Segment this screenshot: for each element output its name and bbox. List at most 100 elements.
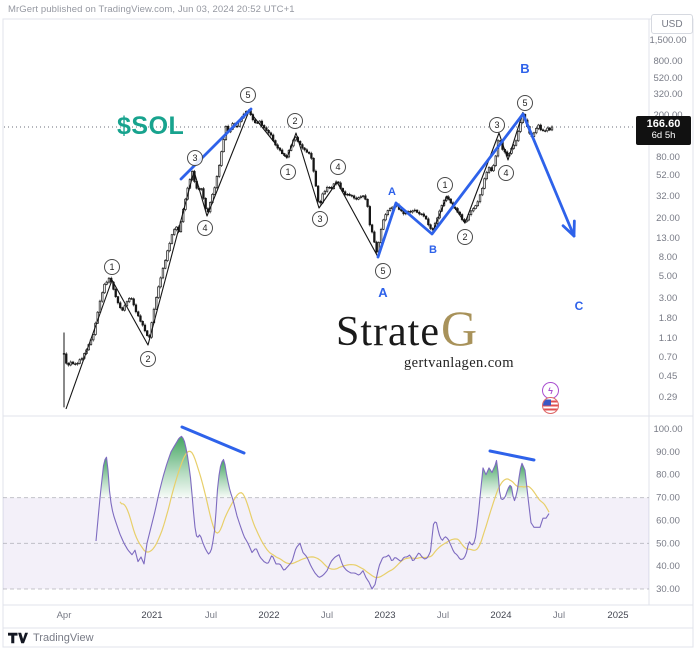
- candle-body: [116, 296, 120, 304]
- rsi-axis[interactable]: 100.00 90.00 80.00 70.00 60.00 50.00 40.00 30.0…: [653, 424, 682, 595]
- time-tick-label: Jul: [321, 610, 333, 621]
- wave-circle-label[interactable]: 3: [312, 211, 328, 227]
- candle-body: [343, 191, 347, 196]
- wave-circle-label[interactable]: 5: [517, 95, 533, 111]
- price-tick-label: 13.00: [656, 233, 680, 244]
- price-tick-label: 3.00: [659, 293, 678, 304]
- wave-circle-label[interactable]: 3: [187, 150, 203, 166]
- candle-body: [469, 210, 473, 215]
- time-tick-label: 2021: [141, 610, 162, 621]
- candle-body: [301, 144, 304, 149]
- candle-body: [492, 165, 495, 172]
- candle-body: [420, 213, 423, 215]
- wave-circle-label[interactable]: 4: [197, 220, 213, 236]
- rsi-overbought-fill: [158, 436, 192, 498]
- blue-abc-zigzag[interactable]: [376, 112, 525, 259]
- candle-body: [512, 144, 515, 149]
- wave-circle-label[interactable]: 1: [104, 259, 120, 275]
- rsi-tick-label: 60.00: [656, 515, 680, 526]
- wave-circle-label[interactable]: 4: [330, 159, 346, 175]
- wave-circle: [437, 177, 453, 193]
- wave-circle-label[interactable]: 5: [375, 263, 391, 279]
- candle-body: [267, 130, 270, 134]
- wave-circle: [312, 211, 328, 227]
- candle-body: [476, 201, 479, 207]
- chart-frame: [2, 18, 694, 648]
- elliott-pivot-zigzag[interactable]: [65, 110, 524, 410]
- price-tick-label: 200.00: [653, 110, 682, 121]
- candle-body: [305, 149, 309, 153]
- wave-circle-label[interactable]: 2: [287, 113, 303, 129]
- elliott-wave-labels[interactable]: 1 2 3 4 5 1 2 3 4 5 1 2 3 4 5: [104, 87, 533, 367]
- currency-toggle-button[interactable]: USD: [651, 14, 693, 34]
- wave-circle-label[interactable]: 3: [489, 117, 505, 133]
- candle-body: [357, 197, 360, 200]
- candle-body: [262, 125, 266, 129]
- rsi-overbought-fill: [480, 460, 500, 498]
- wave-circle: [104, 259, 120, 275]
- candle-body: [200, 188, 203, 190]
- candle-body: [258, 120, 261, 124]
- wave-circle-label[interactable]: 2: [140, 351, 156, 367]
- candle-body: [134, 304, 138, 313]
- candle-body: [494, 155, 497, 166]
- candle-body: [548, 127, 551, 131]
- candle-body: [517, 131, 520, 142]
- wave-circle-label[interactable]: 1: [280, 164, 296, 180]
- candle-body: [137, 311, 140, 317]
- candle-body: [164, 260, 167, 269]
- candle-body: [366, 198, 369, 207]
- rsi-divergence-trendline[interactable]: [180, 425, 246, 455]
- symbol-label[interactable]: $SOL: [117, 112, 185, 140]
- candle-body: [67, 362, 70, 366]
- price-tick-label: 1.80: [659, 313, 678, 324]
- blue-arrowhead: [561, 224, 576, 238]
- blue-drawings[interactable]: [179, 107, 576, 259]
- candle-body: [379, 228, 383, 243]
- wave-circle: [330, 159, 346, 175]
- abc-wave-labels[interactable]: A B A B C: [378, 61, 583, 313]
- rsi-divergence-trendline[interactable]: [488, 449, 536, 462]
- price-axis[interactable]: 1,500.00 800.00 520.00 320.00 200.00 80.00 52.…: [650, 35, 687, 403]
- candle-body: [303, 147, 306, 151]
- wave-number: 1: [285, 167, 290, 177]
- blue-projection-arrow[interactable]: [521, 112, 576, 238]
- rsi-tick-label: 70.00: [656, 493, 680, 504]
- wave-circle-label[interactable]: 4: [498, 165, 514, 181]
- rsi-pane[interactable]: [3, 425, 649, 590]
- wave-circle-label[interactable]: 1: [437, 177, 453, 193]
- candle-body: [472, 208, 475, 212]
- abc-label: B: [429, 244, 437, 256]
- us-flag-icon[interactable]: [542, 397, 559, 414]
- candle-body: [519, 122, 522, 132]
- wave-number: 4: [335, 162, 340, 172]
- candle-body: [265, 127, 268, 131]
- wave-circle-label[interactable]: 5: [240, 87, 256, 103]
- candle-body: [161, 267, 165, 279]
- price-tick-label: 520.00: [653, 73, 682, 84]
- wave-number: 2: [292, 116, 297, 126]
- tradingview-logo-icon[interactable]: [8, 631, 28, 645]
- time-axis[interactable]: Apr 2021 Jul 2022 Jul 2023 Jul 2024 Jul 2025: [57, 610, 629, 621]
- candle-body: [220, 151, 223, 166]
- candle-body: [103, 283, 106, 294]
- candle-body: [485, 171, 488, 180]
- time-tick-label: Jul: [205, 610, 217, 621]
- candle-body: [105, 281, 108, 285]
- candle-body: [78, 359, 81, 364]
- candle-body: [427, 218, 430, 226]
- wave-circle-label[interactable]: 2: [457, 229, 473, 245]
- candle-body: [478, 194, 482, 203]
- candle-body: [328, 186, 331, 189]
- tradingview-logo-text[interactable]: TradingView: [33, 632, 94, 644]
- time-tick-label: 2024: [490, 610, 511, 621]
- rsi-tick-label: 80.00: [656, 470, 680, 481]
- blue-trendline-3-to-5[interactable]: [179, 107, 253, 181]
- wave-number: 1: [109, 262, 114, 272]
- candle-body: [143, 324, 147, 332]
- time-tick-label: 2022: [258, 610, 279, 621]
- us-flag-graphic: [543, 399, 558, 411]
- candle-body: [65, 353, 68, 364]
- time-tick-label: Jul: [553, 610, 565, 621]
